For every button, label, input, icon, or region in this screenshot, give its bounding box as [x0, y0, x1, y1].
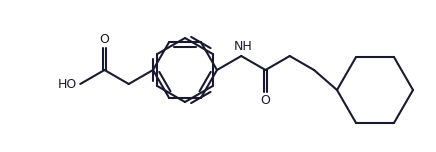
- Text: NH: NH: [234, 40, 252, 53]
- Text: O: O: [261, 94, 270, 107]
- Text: O: O: [99, 33, 109, 46]
- Text: HO: HO: [58, 78, 77, 90]
